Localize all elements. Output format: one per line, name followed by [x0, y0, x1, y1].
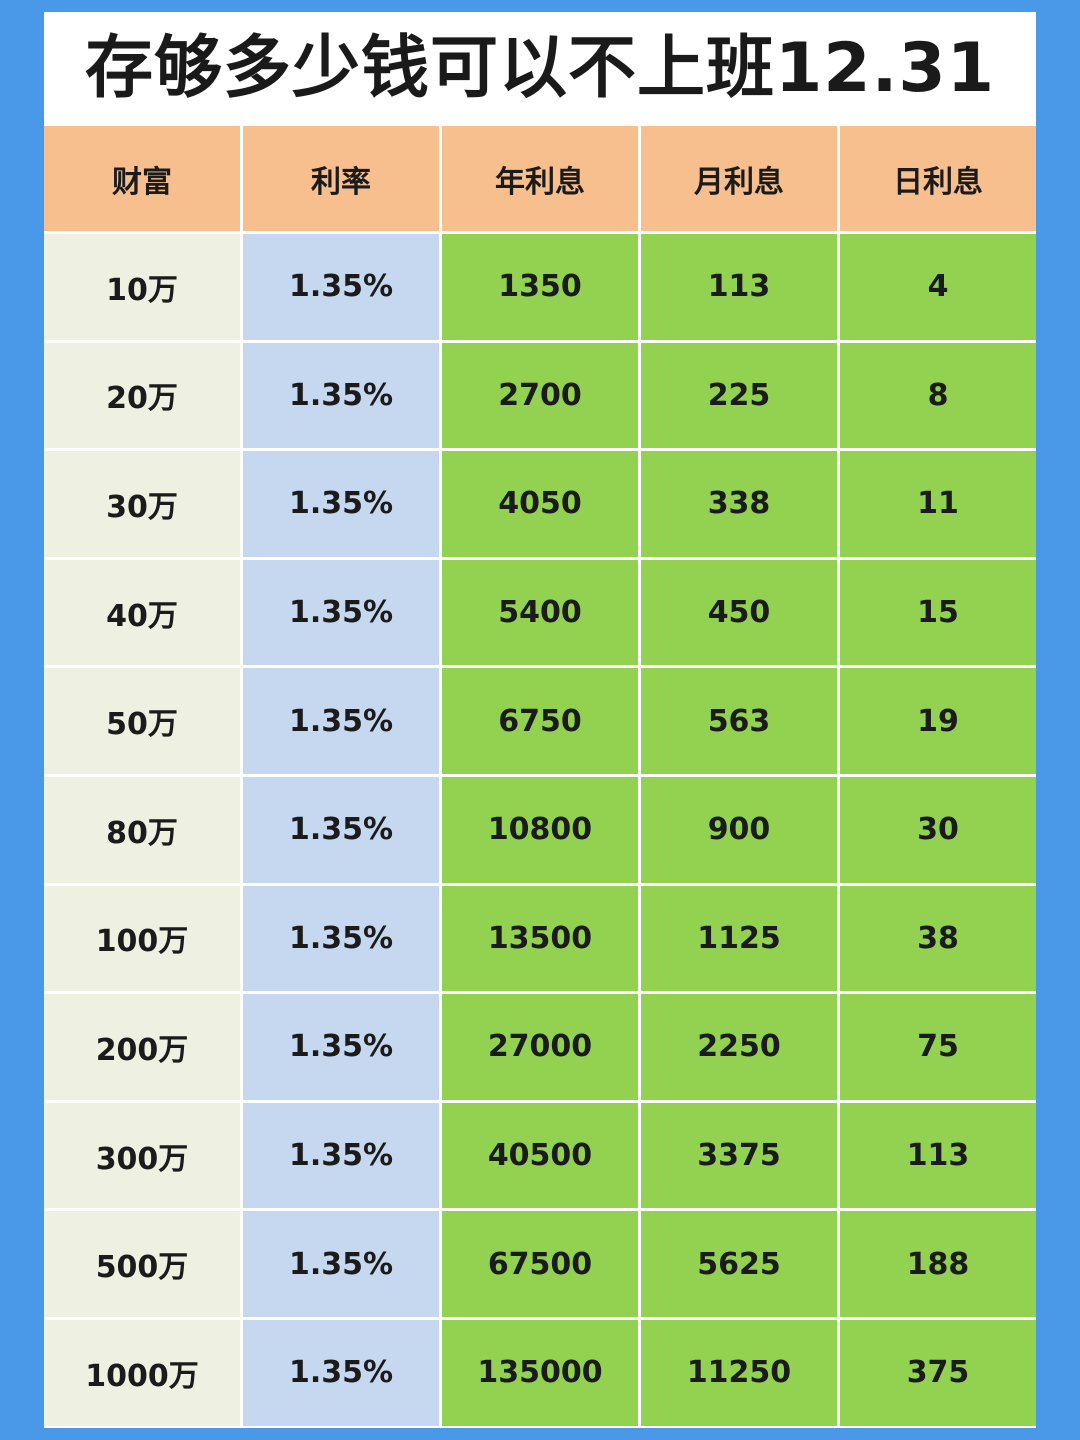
cell-monthly-interest: 225	[641, 342, 837, 449]
cell-daily-interest: 4	[840, 234, 1036, 340]
header-wealth: 财富	[44, 126, 240, 231]
cell-monthly-interest: 563	[641, 668, 837, 774]
cell-annual-interest: 67500	[442, 1211, 638, 1317]
cell-daily-interest: 19	[840, 668, 1036, 774]
cell-wealth: 500万	[44, 1211, 240, 1317]
cell-daily-interest: 30	[840, 776, 1036, 883]
cell-wealth: 200万	[44, 994, 240, 1100]
cell-rate: 1.35%	[243, 1319, 439, 1426]
header-monthly-interest: 月利息	[641, 126, 837, 231]
interest-table: 财富 利率 年利息 月利息 日利息 10万 1.35% 1350 113 4 20万 1.3…	[44, 126, 1036, 1428]
cell-annual-interest: 13500	[442, 885, 638, 992]
cell-rate: 1.35%	[243, 1211, 439, 1317]
page-card: 存够多少钱可以不上班12.31 财富 利率 年利息 月利息 日利息 10万 1.3…	[44, 12, 1036, 1428]
cell-monthly-interest: 3375	[641, 1102, 837, 1209]
cell-daily-interest: 113	[840, 1102, 1036, 1209]
cell-monthly-interest: 1125	[641, 885, 837, 992]
cell-daily-interest: 11	[840, 451, 1036, 557]
cell-monthly-interest: 113	[641, 234, 837, 340]
cell-wealth: 40万	[44, 559, 240, 666]
cell-annual-interest: 135000	[442, 1319, 638, 1426]
cell-daily-interest: 375	[840, 1319, 1036, 1426]
cell-rate: 1.35%	[243, 1102, 439, 1209]
header-rate: 利率	[243, 126, 439, 231]
cell-wealth: 20万	[44, 342, 240, 449]
header-annual-interest: 年利息	[442, 126, 638, 231]
page-title: 存够多少钱可以不上班12.31	[84, 29, 996, 108]
cell-rate: 1.35%	[243, 234, 439, 340]
cell-wealth: 1000万	[44, 1319, 240, 1426]
cell-daily-interest: 75	[840, 994, 1036, 1100]
cell-annual-interest: 27000	[442, 994, 638, 1100]
cell-monthly-interest: 900	[641, 776, 837, 883]
cell-wealth: 80万	[44, 776, 240, 883]
cell-monthly-interest: 450	[641, 559, 837, 666]
cell-monthly-interest: 5625	[641, 1211, 837, 1317]
header-daily-interest: 日利息	[840, 126, 1036, 231]
cell-monthly-interest: 11250	[641, 1319, 837, 1426]
cell-daily-interest: 15	[840, 559, 1036, 666]
cell-annual-interest: 5400	[442, 559, 638, 666]
cell-rate: 1.35%	[243, 342, 439, 449]
cell-daily-interest: 8	[840, 342, 1036, 449]
cell-rate: 1.35%	[243, 994, 439, 1100]
cell-daily-interest: 188	[840, 1211, 1036, 1317]
cell-rate: 1.35%	[243, 559, 439, 666]
cell-annual-interest: 40500	[442, 1102, 638, 1209]
cell-wealth: 50万	[44, 668, 240, 774]
cell-rate: 1.35%	[243, 451, 439, 557]
cell-wealth: 30万	[44, 451, 240, 557]
cell-rate: 1.35%	[243, 668, 439, 774]
cell-annual-interest: 6750	[442, 668, 638, 774]
cell-annual-interest: 4050	[442, 451, 638, 557]
cell-rate: 1.35%	[243, 885, 439, 992]
cell-annual-interest: 10800	[442, 776, 638, 883]
cell-monthly-interest: 338	[641, 451, 837, 557]
cell-rate: 1.35%	[243, 776, 439, 883]
cell-daily-interest: 38	[840, 885, 1036, 992]
cell-wealth: 10万	[44, 234, 240, 340]
cell-annual-interest: 2700	[442, 342, 638, 449]
cell-monthly-interest: 2250	[641, 994, 837, 1100]
cell-wealth: 300万	[44, 1102, 240, 1209]
cell-wealth: 100万	[44, 885, 240, 992]
cell-annual-interest: 1350	[442, 234, 638, 340]
